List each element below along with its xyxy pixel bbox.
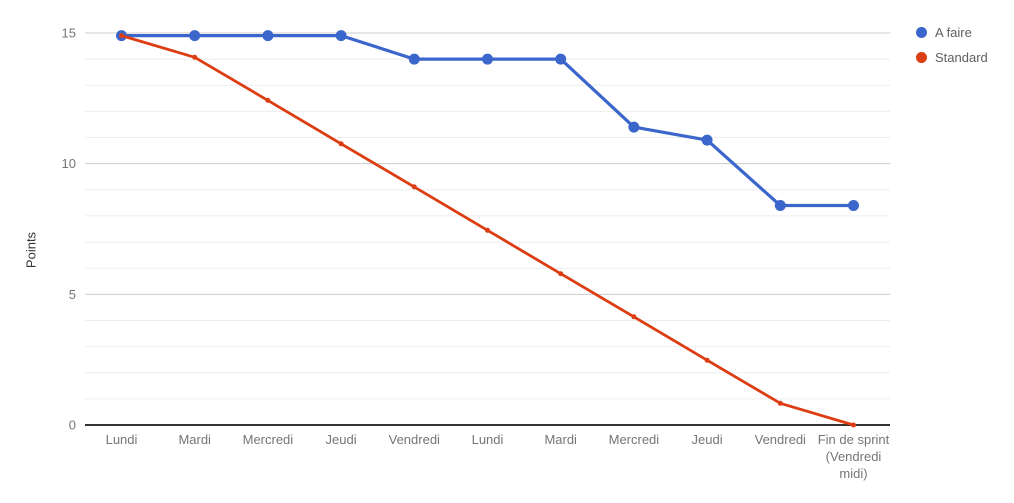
y-tick-label: 10	[62, 156, 76, 171]
legend-label-a-faire: A faire	[935, 24, 972, 40]
x-category-label: Mercredi	[243, 432, 294, 447]
y-tick-label: 0	[69, 418, 76, 433]
data-point-standard[interactable]	[338, 141, 344, 147]
x-category-label: (Vendredi	[826, 449, 882, 464]
data-point-standard[interactable]	[704, 357, 710, 363]
data-point-standard[interactable]	[192, 54, 198, 60]
data-point-a-faire[interactable]	[262, 30, 274, 42]
data-point-a-faire[interactable]	[555, 53, 567, 65]
data-point-standard[interactable]	[558, 271, 564, 277]
data-point-standard[interactable]	[411, 184, 417, 190]
y-tick-label: 5	[69, 287, 76, 302]
data-point-a-faire[interactable]	[189, 30, 201, 42]
data-point-a-faire[interactable]	[701, 134, 713, 146]
data-point-a-faire[interactable]	[335, 30, 347, 42]
x-category-label: Vendredi	[389, 432, 440, 447]
x-category-label: Mercredi	[609, 432, 660, 447]
legend-item-a-faire[interactable]: A faire	[916, 24, 988, 40]
legend-item-standard[interactable]: Standard	[916, 49, 988, 65]
legend-dot-standard	[916, 51, 927, 63]
x-category-label: Jeudi	[692, 432, 723, 447]
data-point-a-faire[interactable]	[628, 121, 640, 133]
x-category-label: Jeudi	[326, 432, 357, 447]
y-axis-title: Points	[23, 231, 39, 269]
x-category-label: Mardi	[178, 432, 211, 447]
data-point-standard[interactable]	[485, 227, 490, 233]
data-point-a-faire[interactable]	[774, 200, 786, 211]
data-point-standard[interactable]	[631, 314, 637, 320]
data-point-standard[interactable]	[265, 97, 271, 103]
legend-dot-a-faire	[916, 26, 927, 38]
x-category-label: midi)	[839, 466, 867, 481]
data-point-standard[interactable]	[777, 400, 783, 406]
data-point-a-faire[interactable]	[482, 53, 493, 65]
y-tick-label: 15	[62, 26, 76, 41]
x-category-label: Mardi	[544, 432, 577, 447]
data-point-a-faire[interactable]	[848, 200, 859, 211]
data-point-a-faire[interactable]	[408, 53, 420, 65]
x-category-label: Fin de sprint	[818, 432, 890, 447]
x-category-label: Vendredi	[755, 432, 806, 447]
data-point-standard[interactable]	[851, 422, 856, 428]
legend: A faire Standard	[916, 24, 988, 65]
legend-label-standard: Standard	[935, 49, 988, 65]
x-category-label: Lundi	[106, 432, 138, 447]
data-point-standard[interactable]	[119, 33, 124, 39]
x-category-label: Lundi	[472, 432, 504, 447]
